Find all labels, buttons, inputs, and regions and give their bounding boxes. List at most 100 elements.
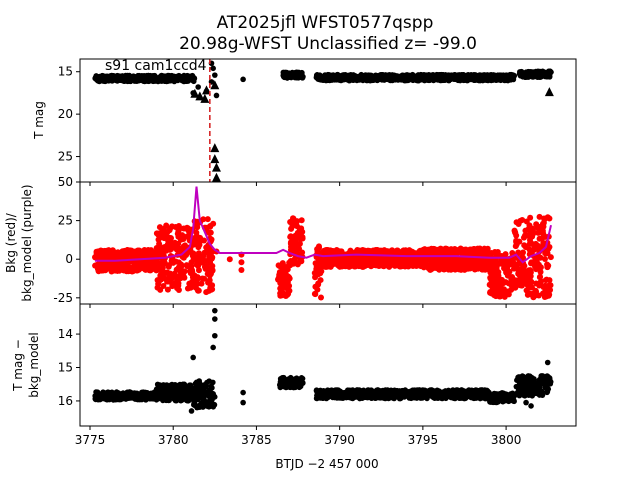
data-point (160, 382, 167, 388)
data-point (288, 376, 295, 382)
bkg-point (518, 282, 525, 289)
upper-limit-marker (200, 93, 210, 103)
bkg-point (367, 248, 374, 255)
data-point (93, 392, 100, 399)
data-point (393, 75, 399, 82)
data-point (423, 76, 430, 83)
data-point (171, 75, 178, 81)
data-point (99, 72, 106, 79)
data-point (296, 382, 303, 389)
bkg-point (195, 287, 202, 294)
bkg-point (179, 235, 186, 242)
bkg-point (276, 274, 283, 281)
data-point (460, 392, 467, 399)
data-point (121, 77, 127, 83)
bkg-point (531, 242, 538, 249)
data-point (482, 392, 489, 398)
data-point (456, 392, 462, 398)
upper-limit-marker (210, 80, 220, 90)
bkg-point (474, 245, 481, 252)
bkg-point (175, 282, 182, 289)
bkg-point (539, 290, 546, 297)
plot-area (92, 186, 554, 301)
y-tick-label: 0 (65, 252, 73, 266)
data-point (109, 72, 116, 79)
bkg-point (204, 270, 211, 277)
bkg-point (204, 224, 211, 231)
data-point (142, 77, 149, 84)
bkg-point (507, 259, 514, 266)
bkg-point (429, 265, 436, 272)
bkg-point (547, 254, 554, 261)
data-point (201, 382, 208, 388)
bkg-point (136, 247, 143, 254)
bkg-point (289, 222, 296, 229)
data-point (240, 76, 246, 83)
data-point (523, 69, 529, 76)
data-point (468, 76, 475, 83)
data-point (543, 70, 549, 77)
bkg-point (96, 261, 103, 268)
bkg-point (539, 227, 546, 234)
bkg-point (328, 262, 335, 269)
data-point (455, 72, 461, 78)
bkg-point (346, 263, 353, 270)
data-point (350, 391, 356, 397)
data-point (278, 383, 285, 389)
bkg-point (291, 243, 298, 250)
bkg-point (166, 241, 173, 248)
data-point (189, 75, 196, 81)
data-point (399, 393, 405, 399)
data-point (146, 74, 153, 80)
bkg-point (138, 264, 145, 271)
bkg-point (158, 266, 165, 273)
bkg-point (527, 214, 534, 221)
data-point (177, 73, 184, 80)
data-point (137, 74, 144, 81)
bkg-point (145, 261, 152, 268)
bkg-point (208, 236, 215, 243)
data-point (140, 389, 147, 396)
data-point (154, 381, 161, 388)
data-point (314, 392, 320, 399)
bkg-point (536, 274, 543, 281)
bkg-point (543, 250, 550, 257)
bkg-point (494, 273, 501, 280)
data-point (155, 391, 162, 397)
data-point (159, 78, 165, 84)
bkg-point (375, 259, 382, 266)
figure-title-line2: 20.98g-WFST Unclassified z= -99.0 (179, 34, 477, 54)
data-point (354, 76, 360, 83)
data-point (360, 77, 366, 83)
data-point (195, 84, 201, 90)
data-point (408, 393, 414, 400)
data-point (130, 76, 136, 83)
data-point (93, 73, 99, 79)
bkg-point (491, 248, 498, 255)
bkg-point (130, 267, 137, 274)
bkg-point (207, 229, 214, 236)
bkg-point (400, 259, 407, 266)
bkg-point (438, 258, 445, 265)
data-point (373, 392, 379, 399)
bkg-point (385, 262, 392, 269)
bkg-point (166, 278, 173, 285)
data-point (283, 384, 289, 391)
bkg-point (193, 261, 200, 268)
data-point (197, 386, 204, 393)
data-point (376, 74, 383, 80)
data-point (165, 72, 171, 79)
bkg-point (165, 234, 172, 241)
bkg-point (529, 292, 536, 299)
y-tick-label: 25 (58, 150, 73, 164)
data-point (279, 375, 286, 381)
data-point (99, 77, 105, 83)
y-tick-label: 15 (58, 65, 73, 79)
data-point (529, 73, 536, 79)
bkg-point (412, 250, 419, 257)
data-point (172, 381, 178, 388)
bkg-point (314, 262, 321, 269)
bkg-point (284, 286, 291, 293)
data-point (194, 393, 201, 400)
